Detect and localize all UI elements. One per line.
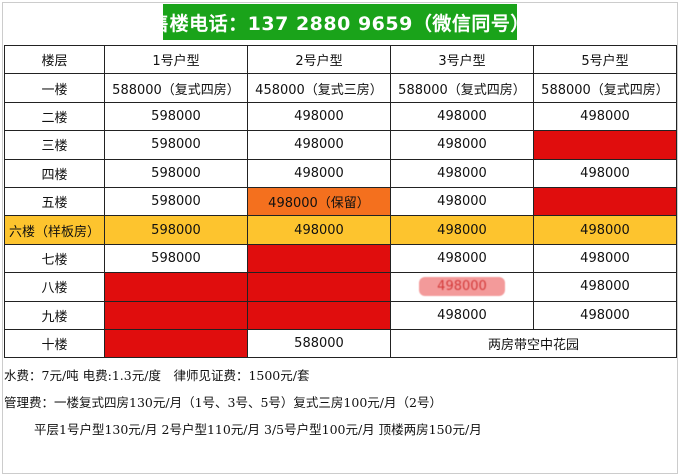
fee-notes: 水费：7元/吨 电费:1.3元/度 律师见证费：1500元/套 管理费：一楼复式… <box>4 362 676 443</box>
column-header: 1号户型 <box>104 44 248 75</box>
price-cell: 588000（复式四房） <box>390 73 534 103</box>
price-cell: 498000 <box>533 215 677 245</box>
price-cell: 498000 <box>390 272 534 302</box>
column-header: 2号户型 <box>247 44 391 75</box>
column-header: 楼层 <box>4 44 105 75</box>
sold-cell <box>104 272 248 302</box>
floor-label: 三楼 <box>4 130 105 160</box>
floor-label: 四楼 <box>4 158 105 188</box>
floor-row: 三楼 598000 498000 498000 <box>4 130 677 160</box>
price-cell: 498000 <box>390 186 534 217</box>
price-cell: 498000 <box>533 243 677 274</box>
sold-cell <box>247 243 391 274</box>
price-cell: 498000 <box>247 101 391 132</box>
floor-label: 七楼 <box>4 243 105 274</box>
price-cell: 两房带空中花园 <box>390 328 677 359</box>
price-cell: 498000 <box>533 300 677 330</box>
floor-row: 四楼 598000 498000 498000 498000 <box>4 158 677 188</box>
price-cell: 498000 <box>390 243 534 274</box>
sales-phone-banner: 售楼电话：137 2880 9659（微信同号） <box>150 4 529 40</box>
sold-cell <box>104 328 248 359</box>
sold-cell <box>104 300 248 330</box>
utility-fee-note: 水费：7元/吨 电费:1.3元/度 律师见证费：1500元/套 <box>4 368 310 383</box>
floor-label: 八楼 <box>4 272 105 302</box>
price-cell: 498000 <box>247 215 391 245</box>
floor-row: 六楼（样板房） 598000 498000 498000 498000 <box>4 215 677 245</box>
price-cell: 598000 <box>104 243 248 274</box>
price-cell: 498000 <box>247 130 391 160</box>
floor-row: 七楼 598000 498000 498000 <box>4 243 677 274</box>
sold-cell <box>533 130 677 160</box>
sold-cell <box>247 300 391 330</box>
floor-label: 二楼 <box>4 101 105 132</box>
price-cell: 598000 <box>104 215 248 245</box>
floor-row: 五楼 598000 498000（保留） 498000 <box>4 186 677 217</box>
price-cell: 498000 <box>390 215 534 245</box>
column-header: 3号户型 <box>390 44 534 75</box>
floor-label: 五楼 <box>4 186 105 217</box>
floor-label: 六楼（样板房） <box>4 215 105 245</box>
price-cell: 598000 <box>104 158 248 188</box>
price-cell: 498000 <box>390 158 534 188</box>
floor-label: 一楼 <box>4 73 105 103</box>
flat-fee-note: 平层1号户型130元/月 2号户型110元/月 3/5号户型100元/月 顶楼两… <box>34 422 482 437</box>
price-cell: 458000（复式三房） <box>247 73 391 103</box>
price-cell: 498000 <box>390 300 534 330</box>
price-cell: 598000 <box>104 130 248 160</box>
price-cell: 588000（复式四房） <box>533 73 677 103</box>
price-cell: 498000 <box>390 130 534 160</box>
price-cell: 498000 <box>533 101 677 132</box>
sold-cell <box>247 272 391 302</box>
header-row: 楼层 1号户型 2号户型 3号户型 5号户型 <box>4 44 677 75</box>
price-cell: 498000 <box>533 272 677 302</box>
floor-label: 十楼 <box>4 328 105 359</box>
price-cell: 598000 <box>104 186 248 217</box>
price-cell: 588000（复式四房） <box>104 73 248 103</box>
column-header: 5号户型 <box>533 44 677 75</box>
price-cell: 588000 <box>247 328 391 359</box>
management-fee-note: 管理费：一楼复式四房130元/月（1号、3号、5号）复式三房100元/月（2号） <box>4 395 442 410</box>
price-cell: 498000 <box>533 158 677 188</box>
price-table: 楼层 1号户型 2号户型 3号户型 5号户型 一楼 588000（复式四房） 458000（复… <box>4 44 677 359</box>
reserved-cell: 498000（保留） <box>247 186 391 217</box>
floor-row: 二楼 598000 498000 498000 498000 <box>4 101 677 132</box>
sold-cell <box>533 186 677 217</box>
price-cell: 598000 <box>104 101 248 132</box>
price-cell: 498000 <box>390 101 534 132</box>
floor-row: 八楼 498000 498000 <box>4 272 677 302</box>
floor-row: 十楼 588000 两房带空中花园 <box>4 328 677 359</box>
floor-row: 一楼 588000（复式四房） 458000（复式三房） 588000（复式四房） 58… <box>4 73 677 103</box>
floor-row: 九楼 498000 498000 <box>4 300 677 330</box>
price-cell: 498000 <box>247 158 391 188</box>
blurred-price: 498000 <box>419 277 505 297</box>
floor-label: 九楼 <box>4 300 105 330</box>
